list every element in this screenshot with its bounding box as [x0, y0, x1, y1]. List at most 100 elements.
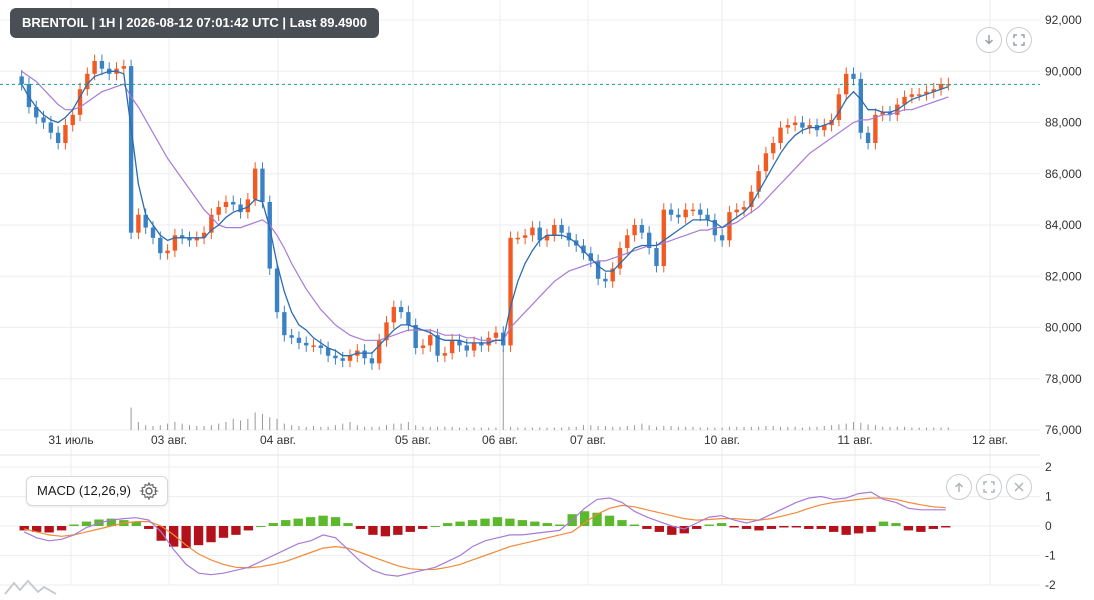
macd-signal-line — [24, 497, 946, 571]
macd-histogram-bar — [442, 523, 453, 526]
download-button[interactable] — [976, 27, 1002, 53]
candle-body — [274, 268, 280, 313]
macd-histogram-bar — [293, 518, 303, 526]
volume-bar — [393, 423, 395, 430]
volume-bar — [349, 422, 351, 430]
volume-bar — [546, 427, 548, 430]
candle-body — [530, 227, 535, 236]
candle-body — [916, 94, 922, 96]
candle-body — [792, 122, 798, 126]
volume-bar — [896, 426, 898, 430]
candle-body — [588, 253, 593, 261]
volume-bar — [254, 412, 256, 430]
macd-histogram-bar — [318, 515, 328, 526]
candle-body — [763, 153, 769, 172]
candle-body — [522, 235, 528, 238]
move-indicator-up-button[interactable] — [946, 474, 972, 500]
time-tick-label: 11 авг. — [837, 433, 872, 447]
candle-body — [727, 212, 732, 241]
macd-histogram-bar — [729, 526, 739, 528]
candle-body — [887, 112, 893, 115]
macd-histogram-bar — [916, 526, 926, 532]
move-up-icon — [954, 482, 964, 492]
candle-body — [150, 227, 156, 238]
volume-bar — [510, 426, 512, 430]
macd-histogram-bar — [604, 515, 615, 526]
price-tick-label: 78,000 — [1045, 372, 1082, 386]
volume-bar — [561, 427, 563, 430]
volume-bar — [261, 414, 263, 430]
candle-body — [216, 207, 221, 215]
volume-bar — [415, 425, 417, 430]
candle-body — [41, 117, 46, 123]
volume-bar — [451, 426, 453, 430]
time-axis: 31 июль 03 авг. 04 авг. 05 авг. 06 авг. 07 ав… — [48, 433, 1008, 447]
candle-body — [698, 209, 703, 215]
indicator-fullscreen-button[interactable] — [976, 474, 1002, 500]
macd-indicator-label[interactable]: MACD (12,26,9) — [26, 476, 168, 506]
candle-body — [493, 332, 499, 338]
time-tick-label: 05 авг. — [395, 433, 431, 447]
candle-body — [70, 114, 75, 126]
volume-bar — [502, 350, 504, 430]
macd-histogram-bar — [804, 526, 814, 529]
volume-bar — [904, 426, 906, 430]
volume-bar — [583, 425, 585, 430]
volume-bar — [400, 423, 402, 430]
macd-line — [23, 491, 946, 577]
candle-body — [238, 204, 243, 213]
candle-body — [617, 248, 623, 269]
candle-body — [785, 125, 791, 128]
macd-histogram-bar — [716, 523, 727, 526]
candle-body — [282, 312, 287, 336]
fullscreen-button[interactable] — [1006, 27, 1032, 53]
candle-body — [347, 355, 353, 361]
price-tick-label: 84,000 — [1045, 218, 1082, 232]
volume-bar — [407, 422, 409, 430]
candle-body — [661, 209, 666, 266]
macd-histogram-bar — [305, 517, 316, 526]
time-tick-label: 31 июль — [48, 433, 93, 447]
macd-histogram-bar — [903, 526, 914, 531]
volume-bar — [933, 427, 935, 430]
macd-tick-label: 2 — [1045, 460, 1052, 474]
candle-body — [223, 201, 229, 208]
indicator-close-button[interactable] — [1006, 474, 1032, 500]
candle-body — [311, 345, 316, 347]
macd-histogram-bar — [181, 526, 191, 549]
macd-histogram-bar — [629, 524, 640, 526]
candle-body — [267, 201, 272, 269]
time-tick-label: 12 авг. — [972, 433, 1008, 447]
macd-histogram-bar — [418, 526, 428, 529]
candle-body — [734, 209, 739, 213]
candle-body — [260, 168, 265, 202]
price-tick-label: 80,000 — [1045, 321, 1082, 335]
candle-body — [63, 125, 68, 143]
volume-bar — [707, 427, 709, 430]
volume-bar — [210, 425, 212, 430]
candle-body — [690, 209, 696, 212]
volume-bar — [327, 426, 329, 430]
volume-bar — [911, 427, 913, 430]
fullscreen-icon — [983, 481, 995, 493]
macd-histogram-bar — [841, 526, 851, 535]
volume-bar — [882, 426, 884, 430]
volume-bar — [444, 426, 446, 430]
volume-bar — [473, 427, 475, 430]
macd-tick-label: -2 — [1045, 578, 1056, 592]
macd-histogram-bar — [853, 526, 864, 534]
candle-body — [442, 353, 448, 356]
candle-body — [369, 358, 375, 364]
candle-body — [581, 245, 586, 254]
macd-histogram-bar — [779, 526, 789, 528]
candle-body — [749, 191, 754, 208]
macd-histogram-bar — [617, 520, 627, 526]
macd-histogram-bar — [405, 526, 415, 532]
candle-body — [406, 312, 411, 325]
gear-icon[interactable] — [139, 481, 159, 501]
candle-body — [325, 348, 331, 356]
candle-body — [428, 335, 433, 346]
candle-body — [851, 73, 856, 79]
candle-body — [632, 225, 637, 236]
volume-bar — [918, 427, 920, 430]
